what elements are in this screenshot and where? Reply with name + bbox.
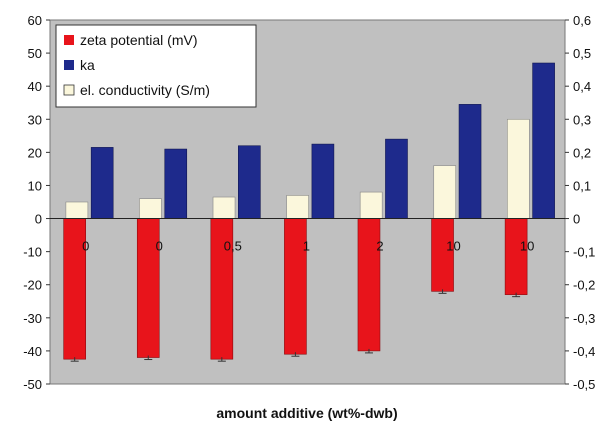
category-label: 0 bbox=[156, 239, 163, 254]
bar-ka bbox=[311, 143, 335, 219]
right-tick-label: 0,5 bbox=[573, 46, 591, 61]
bar-zeta-potential bbox=[504, 218, 528, 295]
right-tick-label: 0,4 bbox=[573, 79, 591, 94]
right-axis: 0,6 0,5 0,4 0,3 0,2 0,1 0 -0,1 -0,2 -0,3 -0,4 -0,5 bbox=[565, 13, 595, 392]
right-tick-label: 0,2 bbox=[573, 145, 591, 160]
bar-conductivity bbox=[286, 195, 309, 219]
bar-conductivity bbox=[139, 198, 162, 219]
bar-ka bbox=[458, 104, 482, 219]
bar-ka bbox=[164, 148, 188, 219]
left-tick-label: -30 bbox=[23, 311, 42, 326]
right-tick-label: 0,6 bbox=[573, 13, 591, 28]
left-tick-label: 50 bbox=[28, 46, 42, 61]
category-label: 2 bbox=[376, 239, 383, 254]
legend-label-conductivity: el. conductivity (S/m) bbox=[80, 82, 210, 98]
category-label: 10 bbox=[446, 239, 460, 254]
bar-ka bbox=[532, 62, 555, 219]
legend-box bbox=[55, 24, 257, 108]
right-tick-label: -0,1 bbox=[573, 245, 595, 260]
legend-swatch-conductivity bbox=[63, 84, 75, 96]
right-tick-label: -0,5 bbox=[573, 377, 595, 392]
bar-conductivity bbox=[433, 165, 457, 219]
bar-zeta-potential bbox=[431, 218, 454, 292]
left-tick-label: 60 bbox=[28, 13, 42, 28]
left-tick-label: 40 bbox=[28, 79, 42, 94]
legend-swatch-zeta bbox=[64, 35, 74, 45]
bar-conductivity bbox=[212, 196, 236, 219]
right-tick-label: 0,3 bbox=[573, 112, 591, 127]
left-tick-label: -50 bbox=[23, 377, 42, 392]
left-tick-label: -40 bbox=[23, 344, 42, 359]
category-labels: 0 0 0,5 1 2 10 10 bbox=[82, 239, 534, 254]
left-tick-label: -20 bbox=[23, 278, 42, 293]
category-label: 1 bbox=[303, 239, 310, 254]
left-tick-label: -10 bbox=[23, 245, 42, 260]
bar-conductivity bbox=[359, 191, 383, 219]
left-tick-label: 10 bbox=[28, 178, 42, 193]
category-label: 0 bbox=[82, 239, 89, 254]
left-tick-label: 0 bbox=[35, 212, 42, 227]
legend-label-zeta: zeta potential (mV) bbox=[80, 32, 198, 48]
right-tick-label: -0,2 bbox=[573, 278, 595, 293]
right-tick-label: 0,1 bbox=[573, 178, 591, 193]
category-label: 0,5 bbox=[224, 239, 242, 254]
bars bbox=[63, 62, 555, 362]
bar-ka bbox=[90, 147, 114, 219]
legend-swatch-ka bbox=[64, 60, 74, 70]
right-tick-label: 0 bbox=[573, 212, 580, 227]
right-tick-label: -0,3 bbox=[573, 311, 595, 326]
left-tick-label: 20 bbox=[28, 145, 42, 160]
x-axis-label: amount additive (wt%-dwb) bbox=[216, 405, 397, 421]
left-tick-label: 30 bbox=[28, 112, 42, 127]
right-tick-label: -0,4 bbox=[573, 344, 595, 359]
left-axis: 60 50 40 30 20 10 0 -10 -20 -30 -40 -50 bbox=[23, 13, 50, 392]
bar-conductivity bbox=[65, 201, 89, 219]
legend-label-ka: ka bbox=[80, 57, 95, 73]
bar-ka bbox=[385, 138, 408, 219]
bar-conductivity bbox=[507, 118, 530, 219]
category-label: 10 bbox=[520, 239, 534, 254]
legend: zeta potential (mV) ka el. conductivity … bbox=[55, 24, 257, 108]
bar-ka bbox=[238, 145, 261, 219]
